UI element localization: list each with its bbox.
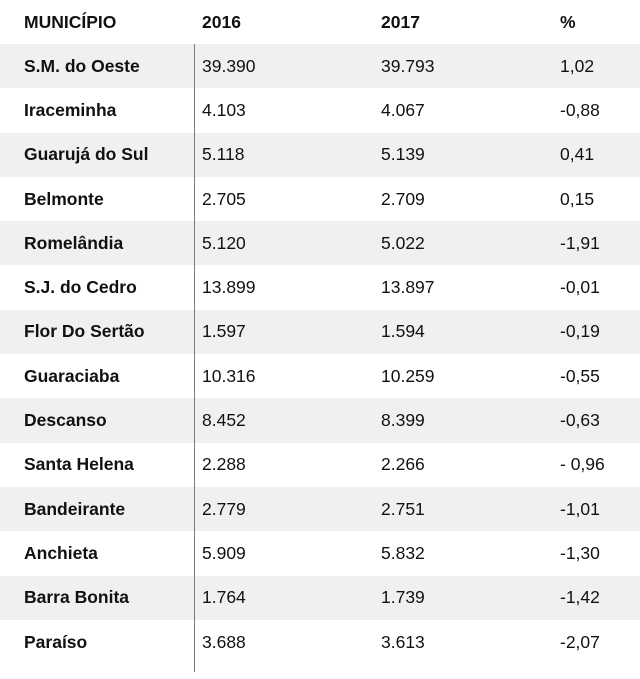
cell-percent: -1,42 bbox=[560, 587, 600, 608]
cell-2016: 13.899 bbox=[202, 277, 256, 298]
column-divider bbox=[194, 44, 195, 672]
table-row: Bandeirante 2.779 2.751 -1,01 bbox=[0, 486, 640, 532]
cell-percent: -0,63 bbox=[560, 410, 600, 431]
cell-2016: 8.452 bbox=[202, 410, 246, 431]
cell-municipio: Romelândia bbox=[24, 232, 124, 253]
cell-percent: -1,01 bbox=[560, 498, 600, 519]
cell-percent: -1,91 bbox=[560, 232, 600, 253]
cell-2017: 39.793 bbox=[381, 55, 435, 76]
cell-2016: 4.103 bbox=[202, 99, 246, 120]
cell-2016: 2.288 bbox=[202, 454, 246, 475]
cell-2017: 3.613 bbox=[381, 631, 425, 652]
cell-municipio: Flor Do Sertão bbox=[24, 321, 145, 342]
cell-2016: 5.118 bbox=[202, 144, 245, 165]
cell-2016: 5.909 bbox=[202, 542, 246, 563]
cell-2017: 8.399 bbox=[381, 410, 425, 431]
cell-municipio: Santa Helena bbox=[24, 454, 134, 475]
cell-2016: 2.705 bbox=[202, 188, 246, 209]
header-2016: 2016 bbox=[202, 11, 241, 32]
cell-2016: 3.688 bbox=[202, 631, 246, 652]
cell-municipio: Belmonte bbox=[24, 188, 104, 209]
cell-percent: -0,88 bbox=[560, 99, 600, 120]
table-row: Guaraciaba 10.316 10.259 -0,55 bbox=[0, 354, 640, 398]
cell-municipio: Descanso bbox=[24, 410, 107, 431]
table-row: Paraíso 3.688 3.613 -2,07 bbox=[0, 620, 640, 664]
cell-municipio: Guarujá do Sul bbox=[24, 144, 149, 165]
table-header: MUNICÍPIO 2016 2017 % bbox=[0, 0, 640, 44]
cell-municipio: Paraíso bbox=[24, 631, 88, 652]
cell-municipio: Iraceminha bbox=[24, 99, 117, 120]
cell-2016: 10.316 bbox=[202, 365, 256, 386]
header-percent: % bbox=[560, 11, 576, 32]
cell-2017: 2.266 bbox=[381, 454, 425, 475]
table-row: Barra Bonita 1.764 1.739 -1,42 bbox=[0, 575, 640, 620]
cell-2017: 2.751 bbox=[381, 498, 425, 519]
table-body: S.M. do Oeste 39.390 39.793 1,02 Iraceminha 4… bbox=[0, 44, 640, 664]
table-row: Anchieta 5.909 5.832 -1,30 bbox=[0, 531, 640, 575]
table-row: Flor Do Sertão 1.597 1.594 -0,19 bbox=[0, 309, 640, 355]
cell-percent: -2,07 bbox=[560, 631, 600, 652]
cell-percent: - 0,96 bbox=[560, 454, 605, 475]
cell-2016: 1.764 bbox=[202, 587, 246, 608]
header-2017: 2017 bbox=[381, 11, 420, 32]
table-row: Romelândia 5.120 5.022 -1,91 bbox=[0, 221, 640, 266]
cell-percent: -0,55 bbox=[560, 365, 600, 386]
cell-2017: 1.594 bbox=[381, 321, 425, 342]
cell-percent: 0,41 bbox=[560, 144, 595, 165]
cell-percent: 1,02 bbox=[560, 55, 595, 76]
cell-municipio: Guaraciaba bbox=[24, 365, 120, 386]
cell-2017: 5.139 bbox=[381, 144, 425, 165]
cell-2017: 1.739 bbox=[381, 587, 425, 608]
header-municipio: MUNICÍPIO bbox=[24, 11, 117, 32]
cell-percent: 0,15 bbox=[560, 188, 595, 209]
table-row: Santa Helena 2.288 2.266 - 0,96 bbox=[0, 443, 640, 487]
cell-percent: -1,30 bbox=[560, 542, 600, 563]
cell-municipio: Bandeirante bbox=[24, 498, 126, 519]
cell-2016: 39.390 bbox=[202, 55, 256, 76]
table-row: Belmonte 2.705 2.709 0,15 bbox=[0, 177, 640, 221]
cell-percent: -0,01 bbox=[560, 277, 600, 298]
cell-percent: -0,19 bbox=[560, 321, 600, 342]
cell-2017: 10.259 bbox=[381, 365, 435, 386]
table-row: Descanso 8.452 8.399 -0,63 bbox=[0, 398, 640, 443]
cell-2016: 2.779 bbox=[202, 498, 246, 519]
cell-municipio: S.M. do Oeste bbox=[24, 55, 140, 76]
cell-2017: 5.022 bbox=[381, 232, 425, 253]
cell-2016: 1.597 bbox=[202, 321, 246, 342]
cell-2017: 2.709 bbox=[381, 188, 425, 209]
cell-municipio: S.J. do Cedro bbox=[24, 277, 137, 298]
cell-municipio: Barra Bonita bbox=[24, 587, 130, 608]
cell-municipio: Anchieta bbox=[24, 542, 98, 563]
table-row: S.M. do Oeste 39.390 39.793 1,02 bbox=[0, 44, 640, 89]
cell-2016: 5.120 bbox=[202, 232, 246, 253]
cell-2017: 4.067 bbox=[381, 99, 425, 120]
cell-2017: 13.897 bbox=[381, 277, 435, 298]
table-row: Guarujá do Sul 5.118 5.139 0,41 bbox=[0, 132, 640, 177]
cell-2017: 5.832 bbox=[381, 542, 425, 563]
table-row: S.J. do Cedro 13.899 13.897 -0,01 bbox=[0, 265, 640, 309]
table-row: Iraceminha 4.103 4.067 -0,88 bbox=[0, 88, 640, 132]
